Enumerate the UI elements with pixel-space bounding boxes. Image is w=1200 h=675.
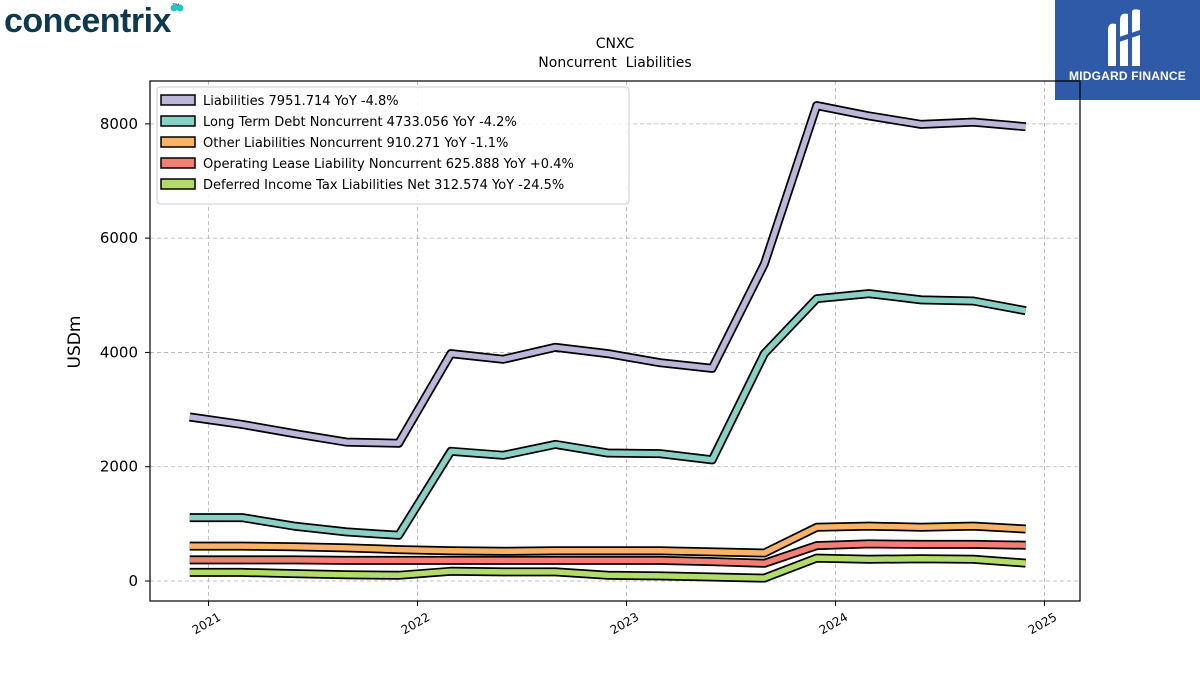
concentrix-logo-dot-icon <box>170 4 184 12</box>
x-tick-label: 2025 <box>1026 610 1059 637</box>
legend-swatch <box>160 115 196 127</box>
legend-label: Operating Lease Liability Noncurrent 625… <box>203 157 574 172</box>
series-line <box>189 289 1027 540</box>
midgard-mark-icon <box>1108 9 1140 67</box>
y-tick-label: 8000 <box>100 115 138 133</box>
legend-box <box>156 86 630 205</box>
legend-swatch <box>160 178 196 190</box>
series-line <box>189 553 1027 583</box>
series-line-fill <box>189 102 1026 447</box>
legend-label: Long Term Debt Noncurrent 4733.056 YoY -… <box>203 115 517 130</box>
series-line-fill <box>189 555 1026 581</box>
series-layer <box>189 101 1027 583</box>
y-axis-label: USDm <box>65 316 85 369</box>
series-line-fill <box>189 541 1026 567</box>
x-tick-label: 2024 <box>817 610 850 637</box>
series-line <box>189 101 1027 448</box>
y-tick-label: 0 <box>128 572 138 590</box>
x-tick-label: 2023 <box>608 610 641 637</box>
y-tick-label: 2000 <box>100 458 138 476</box>
plot-frame <box>149 80 1081 602</box>
series-line-outline <box>189 289 1027 540</box>
x-tick-label: 2022 <box>399 610 432 637</box>
legend-label: Deferred Income Tax Liabilities Net 312.… <box>203 178 564 193</box>
legend-label: Liabilities 7951.714 YoY -4.8% <box>203 94 399 109</box>
series-line-fill <box>189 290 1027 539</box>
y-tick-label: 4000 <box>100 343 138 361</box>
concentrix-logo-text: concentrix <box>4 2 171 40</box>
series-line-fill <box>189 523 1026 556</box>
legend-swatch <box>160 157 196 169</box>
midgard-finance-logo: MIDGARD FINANCE <box>1055 0 1200 100</box>
y-tick-label: 6000 <box>100 229 138 247</box>
concentrix-logo: concentrix™ <box>4 2 184 41</box>
x-tick-label: 2021 <box>190 610 223 637</box>
legend-label: Other Liabilities Noncurrent 910.271 YoY… <box>203 136 508 151</box>
legend-swatch <box>160 94 196 106</box>
legend-swatch <box>160 136 196 148</box>
legend: Liabilities 7951.714 YoY -4.8% Long Term … <box>156 86 630 205</box>
chart-title: CNXC <box>596 36 635 52</box>
midgard-logo-text: MIDGARD FINANCE <box>1069 69 1186 83</box>
series-line <box>189 521 1026 558</box>
chart-subtitle: Noncurrent Liabilities <box>538 55 691 71</box>
series-line <box>189 539 1026 568</box>
axis-ticks: 2021 2022 2023 2024 2025 0 2000 4000 6000 8000 <box>100 115 1059 637</box>
